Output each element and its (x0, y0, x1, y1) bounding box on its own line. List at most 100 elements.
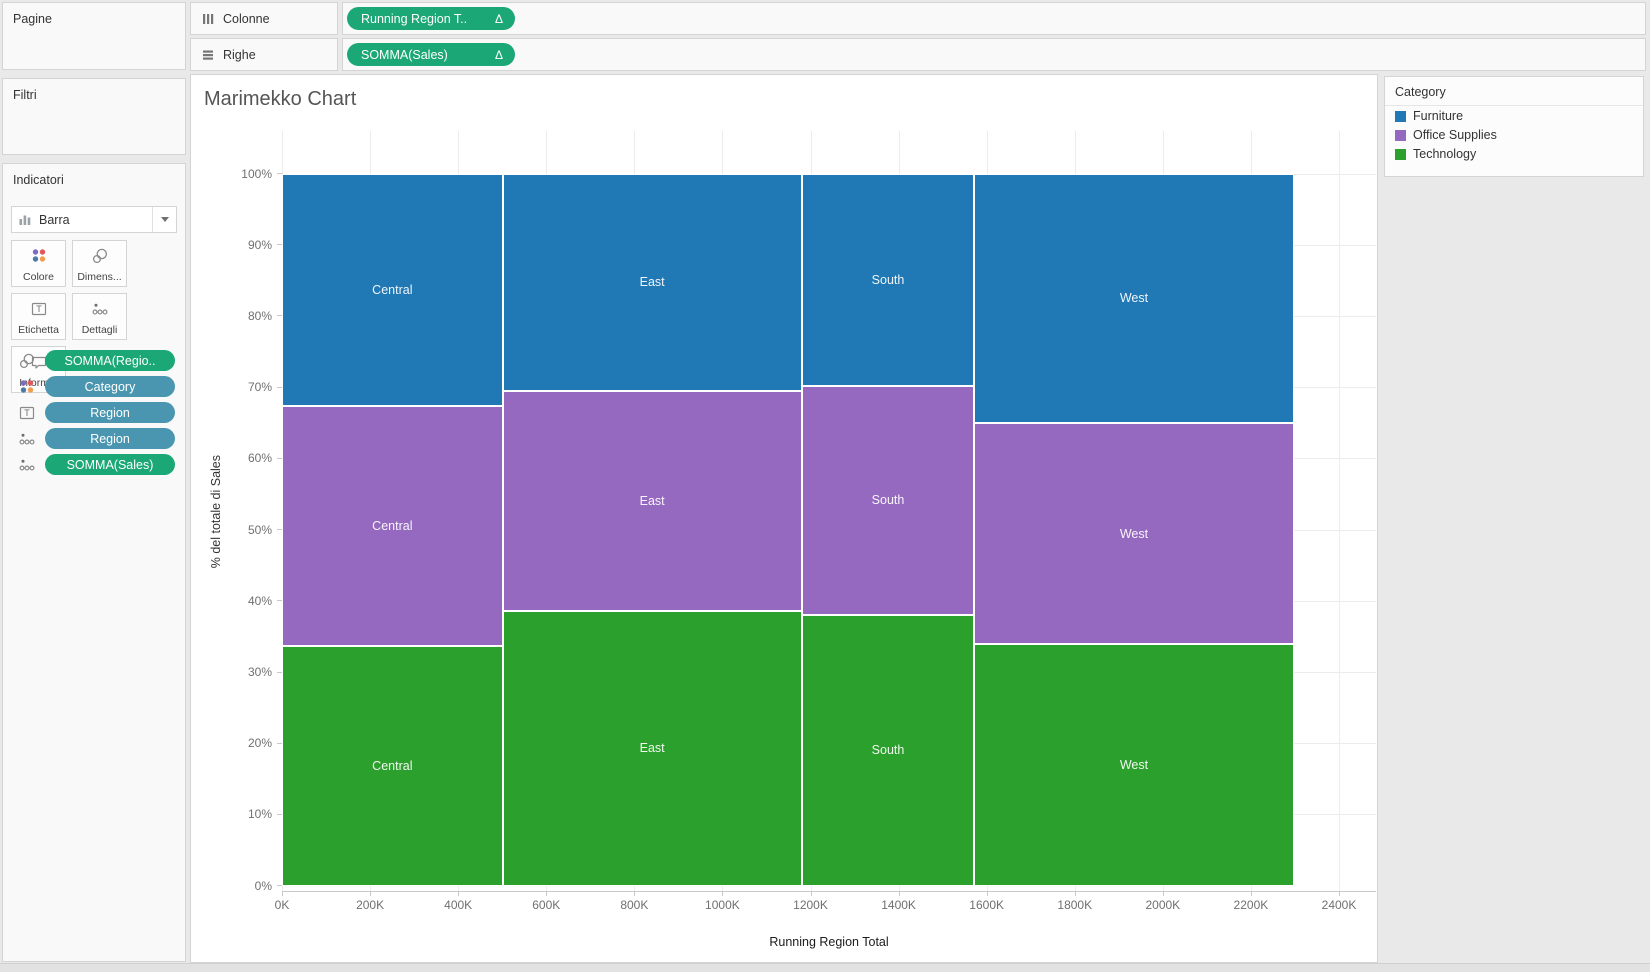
mark-button-label: Colore (23, 271, 54, 283)
color-icon (29, 241, 49, 271)
marks-pill-region[interactable]: Region (45, 428, 175, 449)
bar-chart-icon (17, 212, 33, 228)
filters-shelf-label: Filtri (13, 88, 37, 102)
y-tick-mark (277, 600, 282, 602)
rows-shelf[interactable]: SOMMA(Sales) Δ (342, 38, 1646, 71)
rows-icon (201, 48, 215, 62)
x-tick-label: 600K (532, 898, 561, 912)
mark-type-dropdown-arrow[interactable] (152, 207, 176, 232)
y-tick-label: 0% (254, 878, 272, 893)
x-tick-mark (810, 891, 812, 896)
mark-type-label: Barra (39, 212, 70, 227)
x-tick-label: 2400K (1321, 898, 1357, 912)
marks-pill-category[interactable]: Category (45, 376, 175, 397)
legend-entry-officesupplies[interactable]: Office Supplies (1385, 125, 1643, 144)
x-tick-mark (986, 891, 988, 896)
svg-text:T: T (24, 408, 30, 418)
x-tick-label: 1600K (969, 898, 1005, 912)
legend-entry-label: Furniture (1413, 109, 1464, 123)
rows-pill-somma-sales[interactable]: SOMMA(Sales) Δ (347, 43, 515, 66)
y-axis-title: % del totale di Sales (209, 454, 223, 569)
mark-type-dropdown[interactable]: Barra (11, 206, 177, 233)
color-legend: Category Furniture Office Supplies Technol… (1384, 76, 1644, 177)
label-icon: T (17, 403, 37, 423)
chevron-down-icon (160, 217, 169, 222)
mark-label: Central (372, 518, 413, 533)
x-tick-label: 1400K (881, 898, 916, 912)
rows-shelf-label: Righe (223, 47, 256, 62)
mark-east-officesupplies[interactable]: East (502, 390, 802, 611)
mark-label: West (1119, 291, 1149, 306)
filters-shelf[interactable]: Filtri (2, 78, 186, 155)
y-tick-mark (277, 244, 282, 246)
marks-pills: SOMMA(Regio.. Category T Region Region SOMMA(… (11, 350, 177, 480)
x-tick-mark (722, 891, 724, 896)
y-tick-mark (277, 885, 282, 887)
pill-label: SOMMA(Sales) (361, 47, 448, 62)
columns-shelf[interactable]: Running Region T.. Δ (342, 2, 1646, 35)
mark-south-furniture[interactable]: South (801, 173, 975, 386)
mark-west-technology[interactable]: West (974, 644, 1294, 886)
x-tick-label: 400K (444, 898, 473, 912)
x-tick-label: 1000K (705, 898, 740, 912)
pill-label: Running Region T.. (361, 11, 468, 26)
marks-pill-sommasales[interactable]: SOMMA(Sales) (45, 454, 175, 475)
legend-entry-furniture[interactable]: Furniture (1385, 106, 1643, 125)
y-tick-mark (277, 671, 282, 673)
y-tick-label: 100% (241, 166, 272, 181)
legend-entry-technology[interactable]: Technology (1385, 144, 1643, 163)
mark-label: East (639, 493, 665, 508)
y-tick-label: 70% (247, 380, 272, 395)
x-tick-mark (546, 891, 548, 896)
horizontal-scrollbar[interactable] (0, 963, 1650, 972)
legend-swatch-icon (1395, 110, 1406, 122)
svg-text:T: T (36, 304, 42, 314)
x-tick-label: 200K (356, 898, 385, 912)
marks-pill-row: T Region (11, 402, 177, 423)
chart-title: Marimekko Chart (204, 88, 357, 110)
worksheet: Marimekko Chart % del totale di Sales Ce… (190, 74, 1378, 963)
x-tick-mark (634, 891, 636, 896)
mark-label: South (871, 272, 905, 287)
delta-icon: Δ (494, 47, 503, 62)
marks-buttons: Colore Dimens... T Etichetta Dettagli Inform.… (11, 240, 181, 393)
mark-central-technology[interactable]: Central (282, 645, 503, 886)
mark-button-label: Dimens... (77, 271, 122, 283)
y-tick-label: 50% (247, 522, 272, 537)
y-tick-mark (277, 529, 282, 531)
label-icon: T (29, 294, 49, 324)
mark-south-officesupplies[interactable]: South (801, 385, 975, 616)
y-tick-mark (277, 813, 282, 815)
mark-button-dettagli[interactable]: Dettagli (72, 293, 127, 340)
mark-button-colore[interactable]: Colore (11, 240, 66, 287)
x-axis-title: Running Region Total (769, 935, 889, 949)
x-tick-mark (282, 891, 283, 896)
mark-button-label: Etichetta (18, 324, 59, 336)
mark-west-officesupplies[interactable]: West (974, 422, 1294, 645)
mark-central-officesupplies[interactable]: Central (282, 405, 503, 646)
mark-label: West (1119, 757, 1149, 772)
mark-button-dimens[interactable]: Dimens... (72, 240, 127, 287)
x-tick-label: 1200K (793, 898, 828, 912)
plot-pane: Central Central Central East East East South So… (241, 131, 1376, 912)
marks-card: Indicatori Barra Colore Dimens... T Etichet… (2, 163, 186, 962)
rows-shelf-header: Righe (190, 38, 338, 71)
mark-button-etichetta[interactable]: T Etichetta (11, 293, 66, 340)
size-icon (90, 241, 110, 271)
mark-east-furniture[interactable]: East (502, 173, 802, 391)
marks-pill-row: Category (11, 376, 177, 397)
marks-pill-region[interactable]: Region (45, 402, 175, 423)
columns-pill-running-region-total[interactable]: Running Region T.. Δ (347, 7, 515, 30)
x-tick-mark (370, 891, 372, 896)
legend-swatch-icon (1395, 148, 1406, 160)
mark-central-furniture[interactable]: Central (282, 173, 503, 406)
mark-south-technology[interactable]: South (801, 615, 975, 886)
marks-pill-row: SOMMA(Sales) (11, 454, 177, 475)
y-tick-label: 60% (247, 451, 272, 466)
mark-west-furniture[interactable]: West (974, 173, 1294, 423)
x-tick-mark (1162, 891, 1164, 896)
mark-east-technology[interactable]: East (502, 610, 802, 886)
legend-entries: Furniture Office Supplies Technology (1385, 106, 1643, 163)
pages-shelf[interactable]: Pagine (2, 2, 186, 70)
marks-pill-sommaregio[interactable]: SOMMA(Regio.. (45, 350, 175, 371)
